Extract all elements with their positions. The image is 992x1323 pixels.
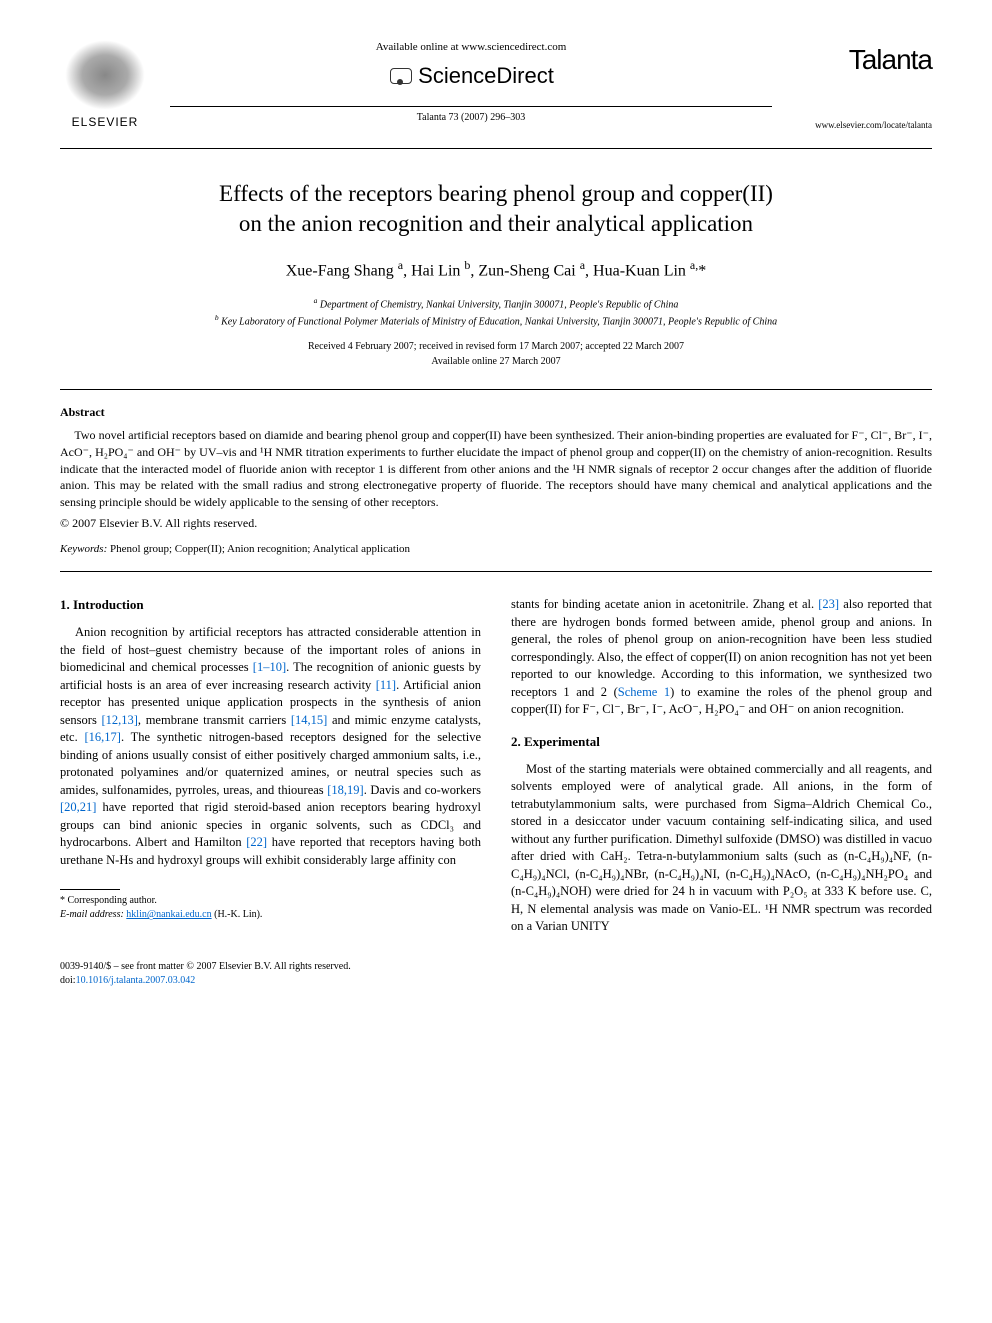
affiliation-b-text: Key Laboratory of Functional Polymer Mat… bbox=[221, 316, 777, 327]
title-line-2: on the anion recognition and their analy… bbox=[239, 211, 753, 236]
abstract-heading: Abstract bbox=[60, 404, 932, 421]
header-center: Available online at www.sciencedirect.co… bbox=[150, 40, 792, 125]
available-online-text: Available online at www.sciencedirect.co… bbox=[170, 40, 772, 55]
affiliation-a-text: Department of Chemistry, Nankai Universi… bbox=[320, 299, 679, 310]
publisher-label: ELSEVIER bbox=[60, 114, 150, 131]
affiliation-b: b Key Laboratory of Functional Polymer M… bbox=[60, 312, 932, 329]
email-line: E-mail address: hklin@nankai.edu.cn (H.-… bbox=[60, 908, 481, 922]
received-date: Received 4 February 2007; received in re… bbox=[60, 339, 932, 354]
abstract-text: Two novel artificial receptors based on … bbox=[60, 427, 932, 511]
title-line-1: Effects of the receptors bearing phenol … bbox=[219, 181, 773, 206]
elsevier-tree-icon bbox=[65, 40, 145, 110]
abstract-top-rule bbox=[60, 389, 932, 390]
journal-header: ELSEVIER Available online at www.science… bbox=[60, 40, 932, 140]
intro-paragraph: Anion recognition by artificial receptor… bbox=[60, 624, 481, 869]
corresponding-author-note: * Corresponding author. E-mail address: … bbox=[60, 894, 481, 922]
doi-line: doi:10.1016/j.talanta.2007.03.042 bbox=[60, 974, 932, 988]
doi-value[interactable]: 10.1016/j.talanta.2007.03.042 bbox=[76, 975, 196, 986]
article-dates: Received 4 February 2007; received in re… bbox=[60, 339, 932, 369]
top-rule bbox=[60, 148, 932, 149]
footer-block: 0039-9140/$ – see front matter © 2007 El… bbox=[60, 960, 932, 988]
journal-url: www.elsevier.com/locate/talanta bbox=[792, 119, 932, 132]
article-title: Effects of the receptors bearing phenol … bbox=[60, 179, 932, 239]
keywords-line: Keywords: Phenol group; Copper(II); Anio… bbox=[60, 542, 932, 557]
right-column: stants for binding acetate anion in acet… bbox=[511, 596, 932, 936]
sciencedirect-icon bbox=[388, 65, 412, 89]
intro-continuation: stants for binding acetate anion in acet… bbox=[511, 596, 932, 719]
email-label: E-mail address: bbox=[60, 909, 126, 920]
abstract-block: Abstract Two novel artificial receptors … bbox=[60, 404, 932, 557]
title-block: Effects of the receptors bearing phenol … bbox=[60, 179, 932, 369]
copyright-line: © 2007 Elsevier B.V. All rights reserved… bbox=[60, 515, 932, 532]
doi-label: doi: bbox=[60, 975, 76, 986]
publisher-logo: ELSEVIER bbox=[60, 40, 150, 140]
journal-reference: Talanta 73 (2007) 296–303 bbox=[170, 111, 772, 125]
experimental-heading: 2. Experimental bbox=[511, 733, 932, 751]
email-link[interactable]: hklin@nankai.edu.cn bbox=[126, 909, 211, 920]
footnote-rule bbox=[60, 889, 120, 890]
affiliation-a: a Department of Chemistry, Nankai Univer… bbox=[60, 295, 932, 312]
journal-logo-block: Talanta www.elsevier.com/locate/talanta bbox=[792, 40, 932, 132]
abstract-paragraph: Two novel artificial receptors based on … bbox=[60, 427, 932, 511]
sciencedirect-brand: ScienceDirect bbox=[170, 61, 772, 92]
experimental-paragraph: Most of the starting materials were obta… bbox=[511, 761, 932, 936]
intro-heading: 1. Introduction bbox=[60, 596, 481, 614]
issn-line: 0039-9140/$ – see front matter © 2007 El… bbox=[60, 960, 932, 974]
authors-line: Xue-Fang Shang a, Hai Lin b, Zun-Sheng C… bbox=[60, 257, 932, 283]
available-date: Available online 27 March 2007 bbox=[60, 354, 932, 369]
journal-name: Talanta bbox=[792, 40, 932, 79]
body-columns: 1. Introduction Anion recognition by art… bbox=[60, 596, 932, 936]
sciencedirect-text: ScienceDirect bbox=[418, 61, 554, 92]
left-column: 1. Introduction Anion recognition by art… bbox=[60, 596, 481, 936]
keywords-text: Phenol group; Copper(II); Anion recognit… bbox=[107, 543, 410, 555]
email-suffix: (H.-K. Lin). bbox=[212, 909, 263, 920]
corresponding-label: * Corresponding author. bbox=[60, 894, 481, 908]
header-divider bbox=[170, 106, 772, 107]
keywords-label: Keywords: bbox=[60, 543, 107, 555]
abstract-bottom-rule bbox=[60, 571, 932, 572]
